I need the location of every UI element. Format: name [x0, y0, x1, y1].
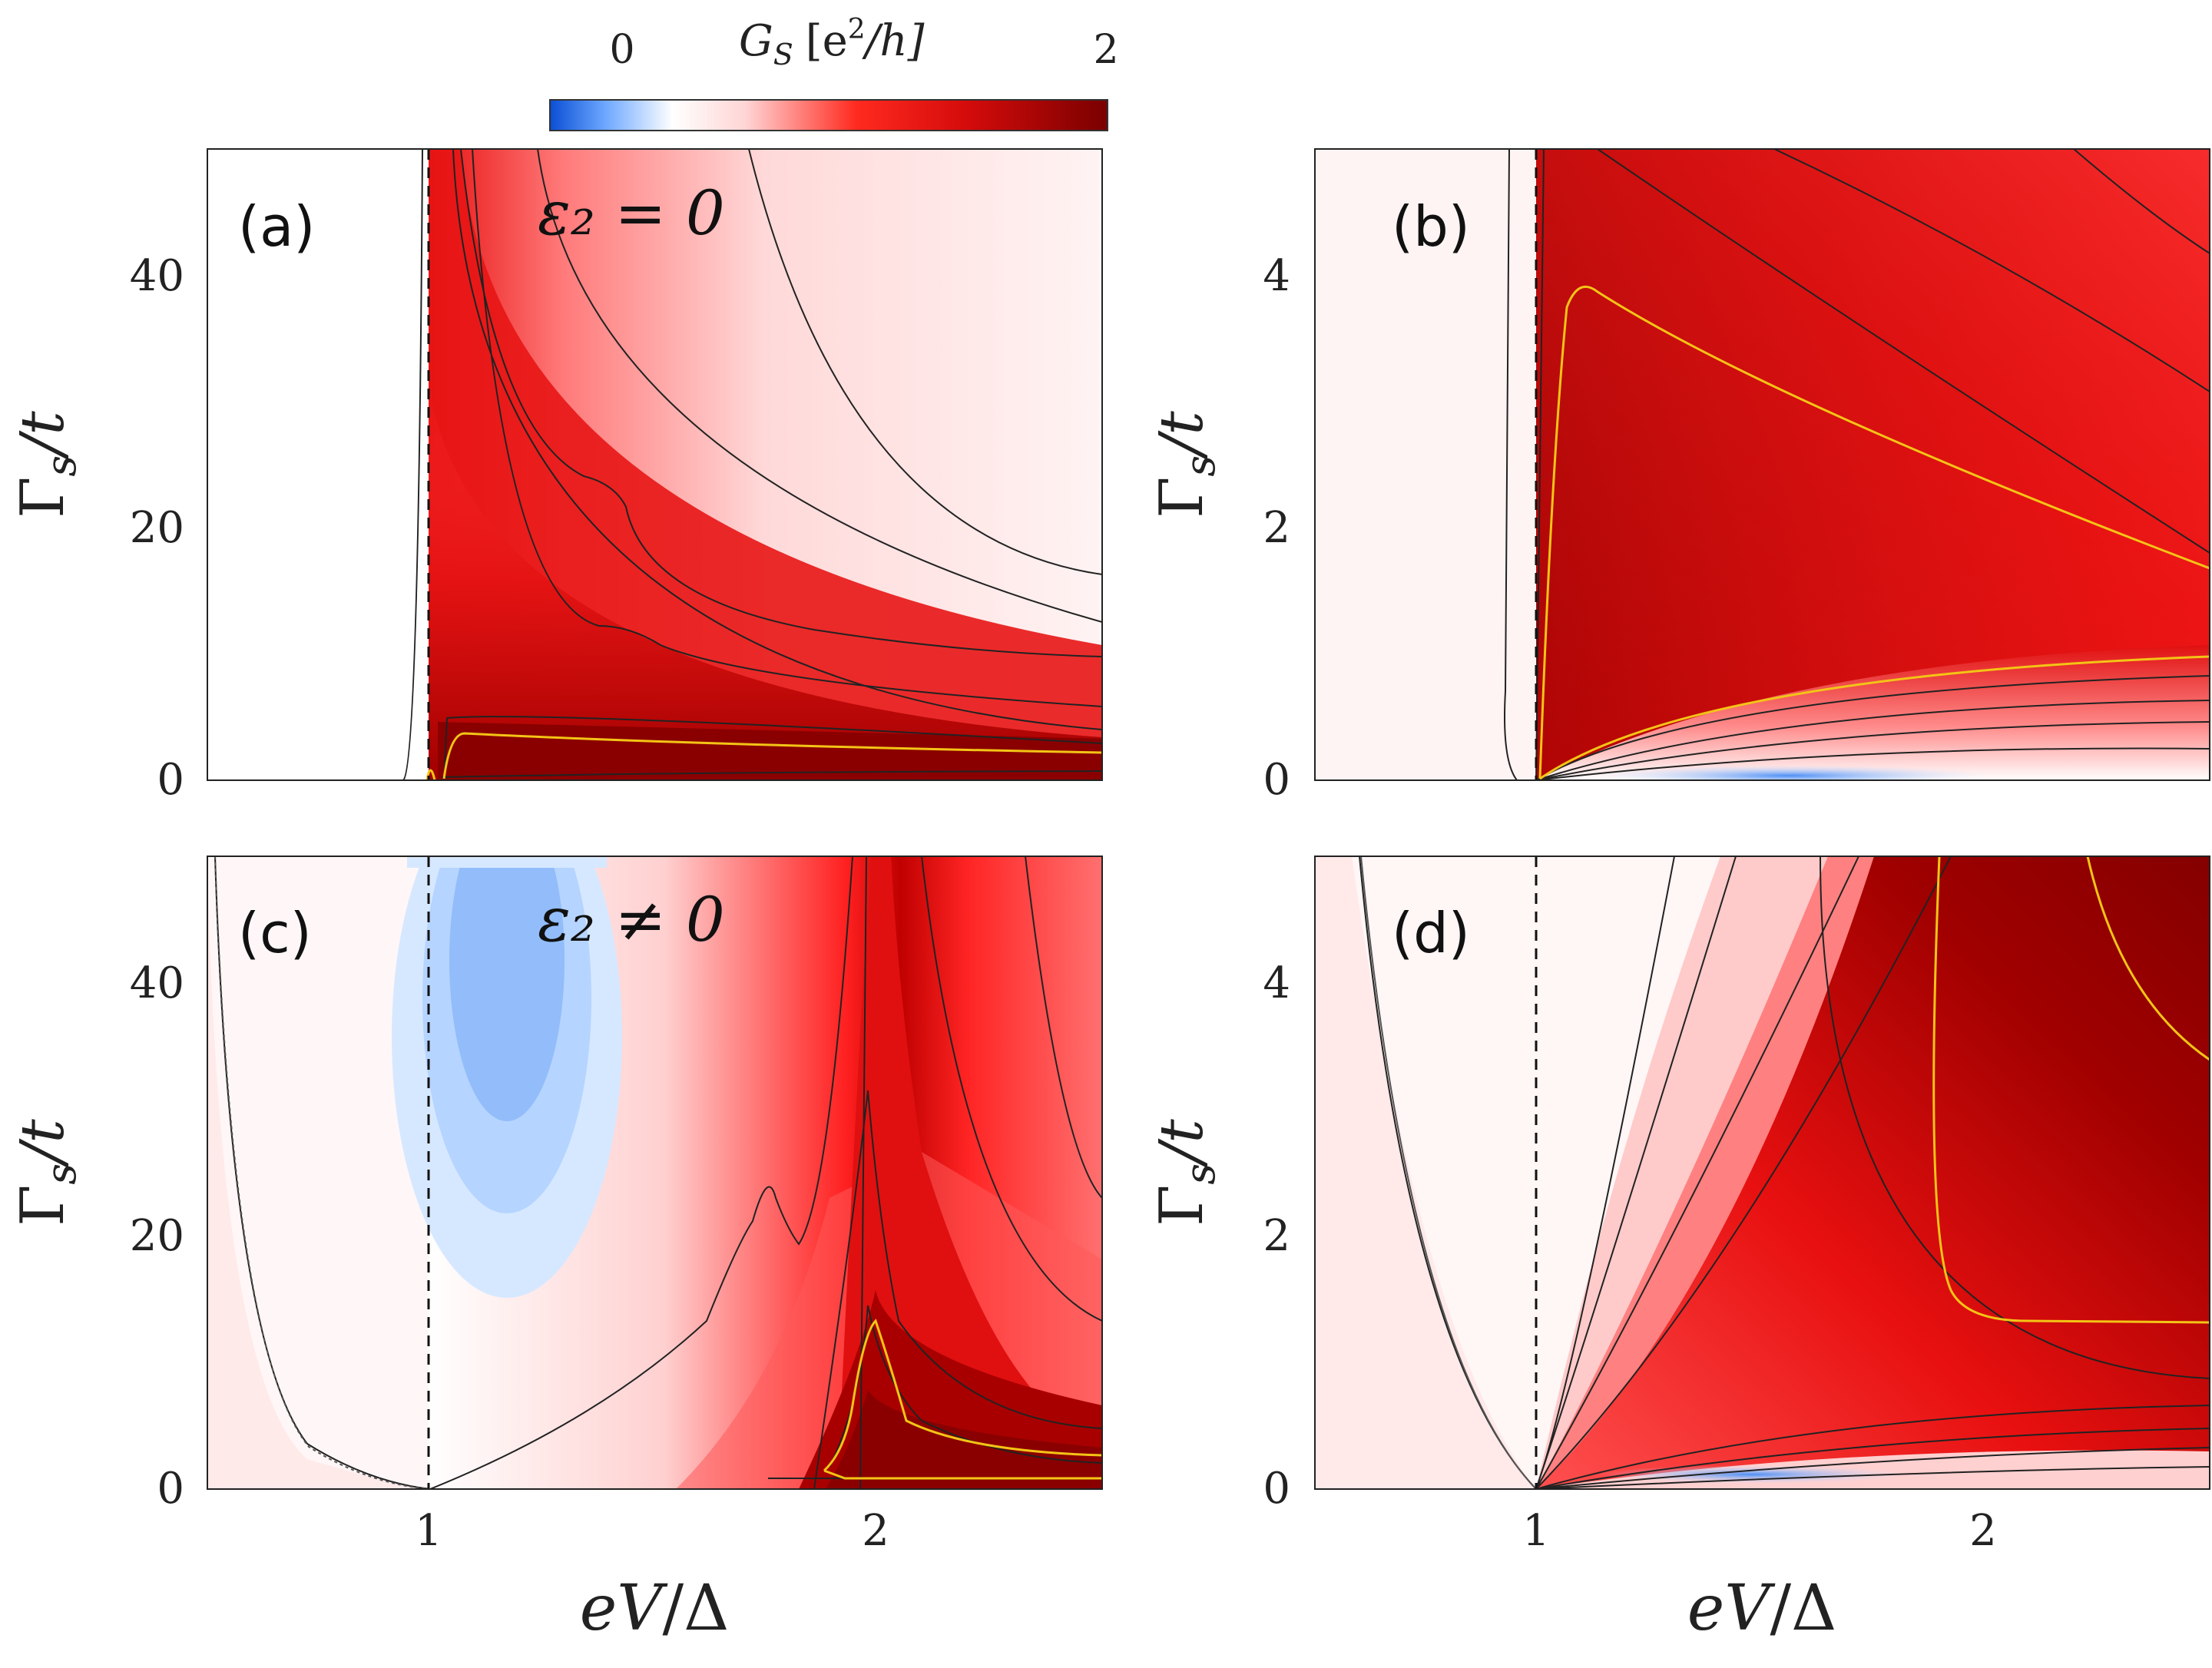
- panel-d-xticks: 1 2: [1522, 1506, 1997, 1556]
- panel-d-frame: [1314, 856, 2210, 1490]
- panel-c-frame: [207, 856, 1103, 1490]
- colorbar-tick-0: 0: [609, 27, 634, 73]
- panel-b-ytick: 0: [1263, 755, 1290, 805]
- colorbar-strip: [549, 99, 1108, 131]
- panel-c-ytick: 40: [130, 958, 184, 1008]
- panel-b-label: (b): [1392, 194, 1470, 259]
- panel-d-xtick: 1: [1522, 1506, 1550, 1556]
- ylabel-bottom-right: Γs/t: [1147, 1119, 1224, 1226]
- panel-c-annotation: ε₂ ≠ 0: [538, 884, 725, 955]
- x-axis-labels: eV/Δ eV/Δ: [580, 1572, 1837, 1645]
- colorbar-label-unit: [e: [806, 16, 848, 66]
- colorbar-label-unit-tail: /h]: [862, 16, 925, 66]
- panel-c-ytick: 0: [157, 1464, 184, 1514]
- panel-d-label: (d): [1392, 901, 1470, 965]
- panel-c-xticks: 1 2: [415, 1506, 889, 1556]
- panel-b: (b) 0 2 4: [1263, 148, 2210, 805]
- ylabel-top-left: Γs/t: [8, 411, 85, 518]
- colorbar-label-main: G: [739, 16, 773, 66]
- panel-a-label: (a): [238, 194, 315, 259]
- colorbar-label: GS [e2/h]: [739, 14, 925, 71]
- panel-b-ytick: 2: [1263, 503, 1290, 553]
- xlabel-left: eV/Δ: [580, 1572, 730, 1645]
- panel-a-heatmap: [207, 149, 1102, 780]
- panel-d-ytick: 0: [1263, 1464, 1290, 1514]
- ylabel-top-right: Γs/t: [1147, 411, 1224, 518]
- y-axis-labels: Γs/t Γs/t Γs/t Γs/t: [8, 411, 1224, 1226]
- panel-c-yellow-contour: [823, 1319, 1102, 1472]
- panel-d-yticks: 0 2 4: [1263, 958, 1290, 1514]
- panel-a-frame: [207, 148, 1103, 781]
- panel-d: (d) 0 2 4 1 2: [1263, 856, 2210, 1556]
- panel-d-heatmap: [1315, 856, 2210, 1489]
- panel-a-ytick: 40: [130, 251, 184, 301]
- panel-c-heatmap: [207, 856, 1102, 1489]
- colorbar: 0 2 GS [e2/h]: [549, 14, 1119, 131]
- panel-a-ytick: 20: [130, 503, 184, 553]
- panel-d-ytick: 2: [1263, 1211, 1290, 1261]
- ylabel-bottom-left: Γs/t: [8, 1119, 85, 1226]
- panel-d-yellow-contour: [1932, 856, 2210, 1324]
- panel-a-yellow-contour: [442, 732, 1102, 779]
- panel-d-xtick: 2: [1969, 1506, 1997, 1556]
- panel-a-ytick: 0: [157, 755, 184, 805]
- panel-b-yellow-contour: [1538, 285, 2210, 779]
- panel-c-yticks: 0 20 40: [130, 958, 184, 1514]
- colorbar-label-sub: S: [773, 38, 793, 71]
- colorbar-tick-2: 2: [1093, 27, 1118, 73]
- panel-b-heatmap: [1315, 149, 2210, 780]
- panel-c-label: (c): [238, 901, 312, 965]
- panel-a-yticks: 0 20 40: [130, 251, 184, 805]
- panel-d-ytick: 4: [1263, 958, 1290, 1008]
- panel-a: (a) ε₂ = 0 0 20 40: [130, 148, 1103, 805]
- panel-c: (c) ε₂ ≠ 0 0 20 40 1 2: [130, 856, 1103, 1556]
- colorbar-label-unit-sup: 2: [848, 14, 866, 45]
- panel-c-xtick: 2: [862, 1506, 889, 1556]
- panel-b-yticks: 0 2 4: [1263, 251, 1290, 805]
- panel-c-ytick: 20: [130, 1211, 184, 1261]
- panel-c-xtick: 1: [415, 1506, 442, 1556]
- panel-b-frame: [1314, 148, 2210, 781]
- xlabel-right: eV/Δ: [1687, 1572, 1837, 1645]
- panel-a-annotation: ε₂ = 0: [538, 177, 725, 249]
- panel-b-ytick: 4: [1263, 251, 1290, 301]
